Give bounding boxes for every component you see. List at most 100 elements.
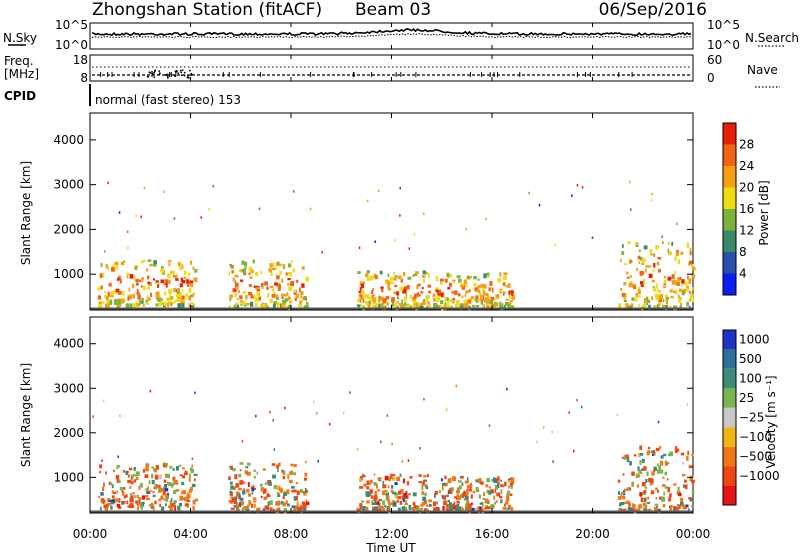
velocity-echo-cell <box>496 492 501 497</box>
power-echo-cell <box>295 279 299 283</box>
power-echo-cell <box>396 291 399 296</box>
velocity-echo-cell <box>293 496 297 501</box>
velocity-echo-cell <box>194 478 196 482</box>
power-echo-cell <box>271 288 275 292</box>
velocity-echo-cell <box>444 475 447 480</box>
velocity-echo-cell <box>188 489 192 494</box>
velocity-echo-cell <box>655 487 658 491</box>
power-echo-cell <box>446 272 450 277</box>
power-echo-cell <box>97 295 101 300</box>
power-echo-cell <box>465 302 469 307</box>
power-echo-cell <box>275 297 280 300</box>
velocity-echo-cell <box>415 506 417 511</box>
power-echo-cell <box>279 271 282 275</box>
velocity-echoes <box>90 384 695 514</box>
velocity-echo-cell <box>466 485 470 489</box>
power-echo-cell <box>663 279 667 284</box>
power-echo-cell <box>142 259 146 262</box>
velocity-echo-cell <box>374 499 377 504</box>
power-echo-cell <box>403 272 406 277</box>
power-echo-cell <box>293 289 296 294</box>
velocity-echo-cell <box>317 460 319 463</box>
velocity-echo-cell <box>103 482 105 487</box>
power-echo-cell <box>503 272 508 276</box>
power-echo-cell <box>393 272 395 275</box>
power-echo-cell <box>638 249 641 252</box>
power-echo-cell <box>153 278 155 281</box>
power-echo-cell <box>416 284 419 290</box>
velocity-echo-cell <box>369 489 373 493</box>
velocity-echo-cell <box>118 480 121 483</box>
power-echo-cell <box>435 287 439 290</box>
power-echo-cell <box>365 273 369 278</box>
velocity-echo-cell <box>129 495 133 499</box>
velocity-echo-cell <box>490 504 494 510</box>
velocity-echo-cell <box>382 480 385 486</box>
velocity-echo-cell <box>462 491 467 497</box>
velocity-echo-cell <box>475 487 479 492</box>
power-echo-cell <box>301 283 305 288</box>
power-echo-cell <box>368 300 372 305</box>
velocity-echo-cell <box>170 506 173 512</box>
power-echo-cell <box>289 299 293 304</box>
power-echo-cell <box>174 299 177 302</box>
power-echo-cell <box>173 301 176 304</box>
power-echo-cell <box>149 263 153 267</box>
power-echo-cell <box>163 190 165 193</box>
velocity-echo-cell <box>365 491 369 496</box>
power-echo-cell <box>295 294 299 299</box>
power-echo-cell <box>385 299 388 304</box>
velocity-echo-cell <box>632 504 636 509</box>
velocity-echo-cell <box>174 479 178 484</box>
power-echo-cell <box>106 299 110 304</box>
power-echo-cell <box>229 297 232 301</box>
velocity-echo-cell <box>392 477 396 481</box>
power-echo-cell <box>428 273 430 278</box>
velocity-echo-cell <box>129 497 134 503</box>
power-echo-cell <box>155 291 160 295</box>
power-echo-cell <box>252 259 255 264</box>
velocity-colorbar-tick: 1000 <box>739 333 770 347</box>
power-echo-cell <box>676 222 678 225</box>
velocity-echo-cell <box>239 480 244 485</box>
velocity-echo-cell <box>116 490 118 494</box>
velocity-echo-cell <box>662 476 665 479</box>
velocity-colorbar-segment <box>723 466 736 486</box>
velocity-echo-cell <box>268 481 272 486</box>
power-echo-cell <box>674 271 676 275</box>
velocity-echo-cell <box>424 499 427 502</box>
velocity-echo-cell <box>403 492 408 498</box>
velocity-echo-cell <box>635 473 640 478</box>
velocity-echo-cell <box>478 506 482 510</box>
power-echo-cell <box>458 305 461 308</box>
velocity-echo-cell <box>385 496 388 501</box>
velocity-echo-cell <box>536 440 538 443</box>
power-echo-cell <box>427 302 431 306</box>
velocity-echo-cell <box>464 480 469 484</box>
velocity-echo-cell <box>349 391 351 394</box>
power-echo-cell <box>115 288 120 293</box>
power-colorbar-segment <box>723 144 736 166</box>
velocity-echo-cell <box>119 414 121 418</box>
x-tick-label: 00:00 <box>676 527 711 541</box>
velocity-echo-cell <box>405 499 408 505</box>
velocity-echo-cell <box>243 488 245 491</box>
velocity-echo-cell <box>145 495 149 498</box>
power-echo-cell <box>630 208 632 211</box>
velocity-echo-cell <box>511 477 515 483</box>
power-echo-cell <box>652 269 655 272</box>
velocity-echo-cell <box>397 507 401 512</box>
power-echo-cell <box>497 278 502 283</box>
velocity-echo-cell <box>194 498 199 502</box>
velocity-echo-cell <box>484 498 489 504</box>
velocity-echo-cell <box>413 505 418 509</box>
power-echo-cell <box>273 301 278 305</box>
power-echo-cell <box>110 295 114 298</box>
power-echo-cell <box>169 293 171 296</box>
velocity-echo-cell <box>650 490 655 495</box>
cpid-label: CPID <box>4 89 36 103</box>
power-echo-cell <box>305 276 310 282</box>
velocity-echo-cell <box>292 508 296 511</box>
velocity-y-tick-label: 1000 <box>53 470 84 484</box>
power-echo-cell <box>653 288 656 292</box>
